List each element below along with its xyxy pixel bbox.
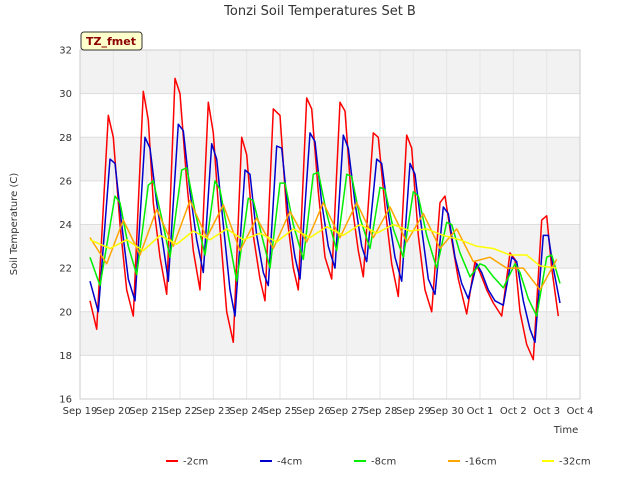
y-tick-label: 24 [59, 220, 72, 231]
x-tick-label: Sep 26 [296, 406, 331, 417]
badge: TZ_fmet [80, 31, 143, 51]
x-tick-label: Sep 27 [329, 406, 364, 417]
x-tick-label: Sep 23 [196, 406, 231, 417]
series-line-16cmcm [89, 199, 558, 291]
series-line-4cmcm [89, 123, 561, 344]
y-tick-label: 32 [59, 46, 72, 57]
x-tick-label: Sep 30 [429, 406, 464, 417]
legend-label: -16cm [465, 457, 497, 468]
badge-label: TZ_fmet [86, 35, 136, 48]
x-tick-label: Sep 29 [396, 406, 431, 417]
y-tick-label: 18 [59, 351, 72, 362]
y-tick-label: 16 [59, 395, 72, 406]
x-tick-label: Sep 19 [63, 406, 98, 417]
series-lines [89, 77, 561, 361]
x-tick-label: Sep 20 [96, 406, 131, 417]
plot-band [80, 50, 580, 94]
x-tick-label: Sep 21 [129, 406, 164, 417]
legend: -2cm -4cm -8cm -16cm -32cm [166, 457, 591, 468]
x-tick-label: Oct 4 [567, 406, 594, 417]
y-tick-label: 20 [59, 307, 72, 318]
plot-frame [79, 49, 581, 400]
legend-label: -32cm [559, 457, 591, 468]
legend-label: -4cm [277, 457, 302, 468]
y-tick-label: 22 [59, 264, 72, 275]
plot-band [80, 355, 580, 399]
y-axis-label: Soil Temperature (C) [9, 173, 20, 276]
plot-band [80, 224, 580, 269]
x-tick-label: Sep 25 [263, 406, 298, 417]
x-tick-label: Sep 22 [163, 406, 198, 417]
plot-band [80, 137, 580, 181]
y-tick-label: 26 [59, 176, 72, 187]
series-line-32cmcm [89, 223, 557, 269]
x-axis-label: Time [553, 425, 578, 436]
y-tick-label: 28 [59, 133, 72, 144]
series-line-2cmcm [89, 77, 560, 361]
y-tick-label: 30 [59, 89, 72, 100]
x-tick-label: Sep 24 [229, 406, 264, 417]
chart-title: Tonzi Soil Temperatures Set B [223, 4, 416, 19]
series-line-8cmcm [89, 167, 561, 317]
x-tick-label: Oct 3 [533, 406, 560, 417]
x-tick-label: Sep 28 [363, 406, 398, 417]
x-tick-label: Oct 1 [467, 406, 494, 417]
y-axis-ticks: 16 18 20 22 24 26 28 30 32 [59, 46, 72, 406]
plot-band [80, 93, 580, 138]
legend-label: -8cm [371, 457, 396, 468]
x-tick-label: Oct 2 [500, 406, 527, 417]
legend-label: -2cm [183, 457, 208, 468]
plot-band [80, 311, 580, 356]
